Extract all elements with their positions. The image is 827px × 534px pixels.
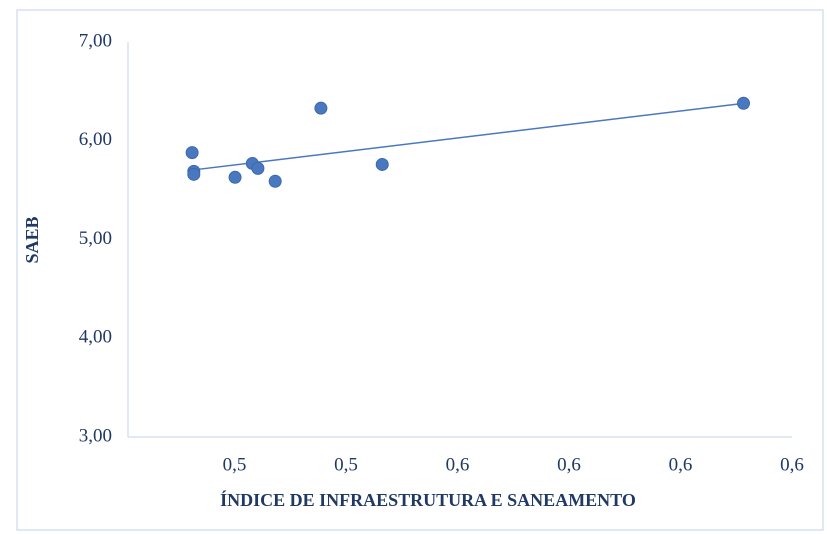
scatter-point bbox=[736, 96, 750, 110]
y-tick-label: 6,00 bbox=[79, 129, 112, 150]
x-tick-label: 0,6 bbox=[669, 454, 693, 475]
x-tick-label: 0,6 bbox=[780, 454, 804, 475]
y-tick-label: 7,00 bbox=[79, 30, 112, 51]
x-tick-label: 0,5 bbox=[223, 454, 247, 475]
y-tick-label: 4,00 bbox=[79, 327, 112, 348]
x-tick-label: 0,5 bbox=[334, 454, 358, 475]
y-axis-title: SAEB bbox=[22, 216, 42, 263]
scatter-point bbox=[228, 170, 242, 184]
scatter-point bbox=[268, 174, 282, 188]
scatter-point bbox=[251, 161, 265, 175]
scatter-point bbox=[314, 101, 328, 115]
x-tick-label: 0,6 bbox=[446, 454, 470, 475]
scatter-point bbox=[375, 157, 389, 171]
x-axis-title: ÍNDICE DE INFRAESTRUTURA E SANEAMENTO bbox=[220, 489, 636, 510]
y-tick-label: 5,00 bbox=[79, 228, 112, 249]
y-tick-label: 3,00 bbox=[79, 425, 112, 446]
chart-frame bbox=[16, 9, 824, 531]
scatter-point bbox=[187, 167, 201, 181]
scatter-point bbox=[185, 146, 199, 160]
trendline bbox=[192, 102, 744, 171]
x-tick-label: 0,6 bbox=[557, 454, 581, 475]
